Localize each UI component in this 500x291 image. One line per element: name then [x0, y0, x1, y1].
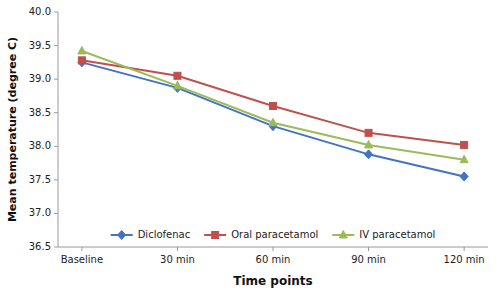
data-point	[173, 81, 181, 89]
y-tick	[54, 179, 58, 180]
data-point	[78, 57, 85, 64]
legend: Diclofenac Oral paracetamol IV paracetamol	[111, 229, 436, 240]
y-tick	[54, 213, 58, 214]
y-tick-label: 38.0	[29, 140, 51, 151]
chart: 36.5 37.0 37.5 38.0 38.5 39.0 39.5 40.0 Baseline…	[0, 0, 500, 291]
series-line	[82, 62, 464, 176]
y-tick-label: 37.5	[29, 174, 51, 185]
legend-marker	[212, 232, 219, 239]
x-tick	[273, 247, 274, 251]
data-point	[269, 118, 277, 126]
legend-marker	[339, 231, 347, 239]
data-point	[460, 172, 468, 181]
series-line	[82, 51, 464, 160]
data-point	[365, 129, 372, 136]
y-tick-label: 39.0	[29, 73, 51, 84]
data-point	[461, 141, 468, 148]
x-tick-label: 60 min	[256, 254, 291, 265]
x-tick	[368, 247, 369, 251]
x-tick	[464, 247, 465, 251]
data-point	[78, 46, 86, 54]
series-line	[82, 60, 464, 145]
data-point	[174, 72, 181, 79]
legend-label: Oral paracetamol	[231, 229, 318, 240]
legend-marker	[118, 231, 126, 240]
plot-area	[78, 46, 468, 181]
x-tick	[177, 247, 178, 251]
series	[78, 58, 468, 181]
y-tick	[54, 247, 58, 248]
x-tick-label: 120 min	[444, 254, 485, 265]
data-point	[365, 140, 373, 148]
legend-item: IV paracetamol	[332, 229, 435, 240]
legend-label: Diclofenac	[138, 229, 191, 240]
y-tick-label: 38.5	[29, 107, 51, 118]
x-tick-label: Baseline	[61, 254, 103, 265]
x-tick	[81, 247, 82, 251]
y-axis-line	[58, 12, 59, 247]
y-tick	[54, 79, 58, 80]
y-tick	[54, 146, 58, 147]
y-tick-label: 39.5	[29, 40, 51, 51]
series	[78, 46, 468, 162]
x-axis-label: Time points	[233, 274, 313, 288]
y-tick-label: 36.5	[29, 241, 51, 252]
x-tick-label: 30 min	[160, 254, 195, 265]
data-point	[270, 103, 277, 110]
y-tick	[54, 112, 58, 113]
legend-item: Oral paracetamol	[204, 229, 318, 240]
chart-container: 36.5 37.0 37.5 38.0 38.5 39.0 39.5 40.0 Baseline…	[0, 0, 500, 291]
y-tick	[54, 12, 58, 13]
axes: 36.5 37.0 37.5 38.0 38.5 39.0 39.5 40.0 Baseline…	[29, 6, 488, 265]
x-tick-label: 90 min	[351, 254, 386, 265]
y-tick-label: 37.0	[29, 207, 51, 218]
legend-item: Diclofenac	[111, 229, 191, 240]
y-tick	[54, 45, 58, 46]
data-point	[365, 150, 373, 159]
y-axis-label: Mean temperature (degree C)	[6, 37, 19, 222]
legend-label: IV paracetamol	[359, 229, 435, 240]
data-point	[460, 155, 468, 163]
y-tick-label: 40.0	[29, 6, 51, 17]
